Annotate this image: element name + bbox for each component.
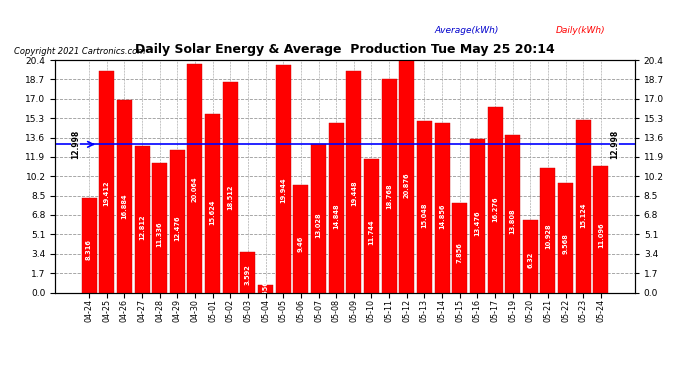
Bar [152, 163, 167, 292]
Bar [258, 285, 273, 292]
Text: 6.32: 6.32 [527, 252, 533, 268]
Text: 20.064: 20.064 [192, 177, 198, 203]
Text: 12.998: 12.998 [71, 130, 80, 159]
Bar [417, 121, 432, 292]
Text: 7.856: 7.856 [457, 242, 463, 262]
Text: 16.276: 16.276 [492, 196, 498, 222]
Bar [435, 123, 450, 292]
Text: 18.768: 18.768 [386, 183, 392, 209]
Title: Daily Solar Energy & Average  Production Tue May 25 20:14: Daily Solar Energy & Average Production … [135, 43, 555, 56]
Text: 15.624: 15.624 [210, 200, 215, 225]
Text: 13.028: 13.028 [315, 213, 322, 238]
Bar [540, 168, 555, 292]
Bar [205, 114, 220, 292]
Text: 12.998: 12.998 [610, 130, 619, 159]
Bar [505, 135, 520, 292]
Bar [364, 159, 379, 292]
Text: Average(kWh): Average(kWh) [435, 26, 499, 35]
Text: 14.856: 14.856 [439, 204, 445, 229]
Bar [188, 64, 202, 292]
Text: 13.808: 13.808 [510, 209, 515, 234]
Text: 12.476: 12.476 [175, 216, 180, 242]
Text: 11.744: 11.744 [368, 219, 375, 245]
Text: 0.656: 0.656 [263, 280, 268, 301]
Text: 11.336: 11.336 [157, 222, 163, 247]
Bar [523, 220, 538, 292]
Text: 12.812: 12.812 [139, 214, 145, 240]
Text: 16.884: 16.884 [121, 193, 128, 219]
Bar [575, 120, 591, 292]
Bar [346, 71, 362, 292]
Bar [170, 150, 185, 292]
Bar [223, 81, 238, 292]
Bar [558, 183, 573, 292]
Text: 9.568: 9.568 [562, 233, 569, 254]
Bar [117, 100, 132, 292]
Bar [276, 65, 290, 292]
Bar [135, 147, 150, 292]
Text: 14.848: 14.848 [333, 204, 339, 229]
Bar [470, 139, 485, 292]
Bar [488, 107, 502, 292]
Bar [382, 79, 397, 292]
Text: 18.512: 18.512 [227, 185, 233, 210]
Text: 19.448: 19.448 [351, 180, 357, 206]
Text: Daily(kWh): Daily(kWh) [555, 26, 605, 35]
Bar [311, 144, 326, 292]
Bar [593, 166, 609, 292]
Text: 19.412: 19.412 [104, 180, 110, 206]
Bar [81, 198, 97, 292]
Text: 19.944: 19.944 [280, 177, 286, 203]
Bar [328, 123, 344, 292]
Bar [452, 203, 467, 292]
Bar [99, 71, 115, 292]
Text: 8.316: 8.316 [86, 239, 92, 260]
Text: 15.124: 15.124 [580, 202, 586, 228]
Bar [293, 184, 308, 292]
Text: 13.476: 13.476 [475, 211, 480, 236]
Text: Copyright 2021 Cartronics.com: Copyright 2021 Cartronics.com [14, 47, 145, 56]
Text: 15.048: 15.048 [422, 202, 427, 228]
Text: 3.592: 3.592 [245, 264, 251, 285]
Text: 11.096: 11.096 [598, 223, 604, 248]
Text: 9.46: 9.46 [298, 236, 304, 252]
Bar [240, 252, 255, 292]
Bar [400, 55, 414, 292]
Text: 20.876: 20.876 [404, 172, 410, 198]
Text: 10.928: 10.928 [545, 224, 551, 249]
